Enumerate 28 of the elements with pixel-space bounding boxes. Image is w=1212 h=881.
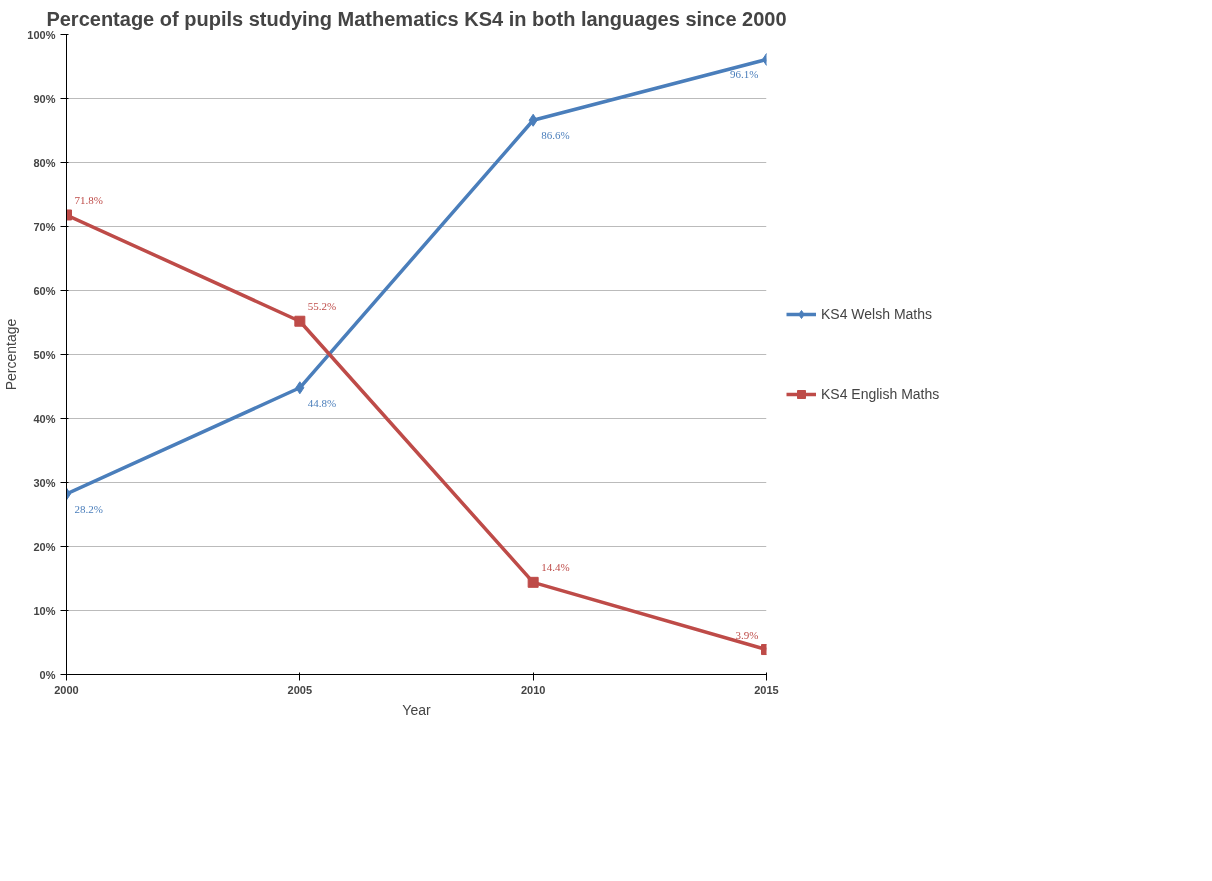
data-label: 71.8% [74, 193, 103, 206]
x-tick-label: 2015 [754, 683, 779, 696]
x-axis-title: Year [402, 701, 431, 718]
x-tick-label: 2000 [54, 683, 79, 696]
data-label: 55.2% [307, 300, 337, 313]
y-tick-label: 60% [33, 284, 56, 297]
x-tick-label: 2005 [287, 683, 313, 696]
y-tick-label: 10% [33, 604, 56, 617]
data-label: 96.1% [730, 68, 759, 81]
y-tick-label: 100% [27, 28, 56, 41]
legend-label: KS4 Welsh Maths [821, 306, 933, 322]
data-label: 86.6% [541, 129, 570, 142]
x-tick-label: 2010 [520, 683, 546, 696]
data-label: 28.2% [74, 503, 103, 516]
data-label: 44.8% [307, 396, 337, 409]
chart-title: Percentage of pupils studying Mathematics KS4 in both languages since 2000 [46, 7, 787, 30]
y-axis-title: Percentage [3, 318, 20, 391]
y-tick-label: 0% [39, 668, 56, 681]
y-tick-label: 70% [33, 220, 56, 233]
y-tick-label: 90% [33, 92, 56, 105]
y-tick-label: 20% [33, 540, 56, 553]
y-tick-label: 80% [33, 156, 56, 169]
data-label: 14.4% [541, 561, 570, 574]
y-tick-label: 50% [33, 348, 56, 361]
y-tick-label: 30% [33, 476, 56, 489]
y-tick-label: 40% [33, 412, 56, 425]
legend-label: KS4 English Maths [821, 386, 940, 402]
data-label: 3.9% [735, 628, 759, 641]
